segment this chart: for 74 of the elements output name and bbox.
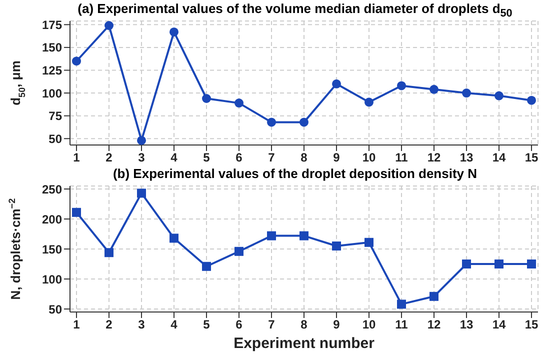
point [137,188,146,198]
x-tick-label: 6 [236,318,243,332]
point [267,118,276,127]
x-axis-title: Experiment number [234,335,375,352]
x-tick-label: 2 [106,318,113,332]
x-tick-label: 1 [73,318,80,332]
point [170,234,178,243]
x-tick-label: 9 [333,318,340,332]
point [462,260,471,268]
x-tick-label: 7 [268,150,276,165]
point [267,231,276,240]
x-tick-label: 10 [362,318,376,332]
point [494,91,504,100]
x-tick-label: 14 [492,318,506,332]
x-tick-label: 5 [203,150,210,165]
point [364,238,374,247]
x-tick-label: 3 [138,318,146,332]
y-tick-label: 150 [42,242,62,256]
y-tick-label: 100 [42,86,62,100]
y-tick-label: 125 [42,63,62,78]
x-tick-label: 4 [170,150,178,165]
x-tick-label: 10 [362,150,376,165]
point [397,81,406,90]
chart-title: (a) Experimental values of the volume median diameter of droplets d$_{50}$ [76,0,514,20]
point [430,84,438,94]
x-tick-label: 7 [268,318,276,332]
point [300,118,308,127]
point [462,88,471,98]
chart-title: (b) Experimental values of the droplet deposition density N [112,165,478,182]
point [202,94,211,103]
point [332,79,341,88]
x-tick-label: 4 [170,318,178,332]
point [527,96,536,105]
x-tick-label: 1 [73,150,80,165]
point [104,248,114,258]
x-tick-label: 2 [106,150,113,165]
point [300,231,308,240]
x-tick-label: 12 [427,318,441,332]
point [72,56,81,66]
y-tick-label: 50 [48,132,62,146]
x-tick-label: 8 [300,318,308,332]
point [137,136,146,145]
x-tick-label: 9 [333,150,340,165]
x-tick-label: 5 [203,318,210,332]
x-tick-label: 6 [236,150,243,165]
x-tick-label: 3 [138,150,146,165]
y-tick-label: 250 [42,182,62,196]
point [104,21,114,30]
y-tick-label: 175 [42,18,62,32]
y-tick-label: 50 [48,302,62,316]
point [234,98,244,108]
point [234,246,244,256]
point [202,262,211,271]
x-tick-label: 15 [524,318,538,332]
y-tick-label: 75 [48,109,62,124]
x-tick-label: 8 [300,150,308,165]
x-tick-label: 11 [395,318,408,332]
y-tick-label: 150 [42,40,62,55]
x-tick-label: 13 [460,318,474,332]
point [72,208,81,217]
x-tick-label: 11 [395,150,408,165]
y-tick-label: 200 [42,212,62,226]
x-tick-label: 15 [524,150,538,165]
x-tick-label: 13 [460,150,474,165]
point [494,260,504,268]
point [527,260,536,268]
point [397,300,406,309]
point [364,98,374,107]
point [170,27,178,36]
x-tick-label: 12 [427,150,441,165]
x-tick-label: 14 [492,150,506,165]
point [332,242,341,250]
point [430,292,438,301]
y-tick-label: 100 [42,272,62,286]
